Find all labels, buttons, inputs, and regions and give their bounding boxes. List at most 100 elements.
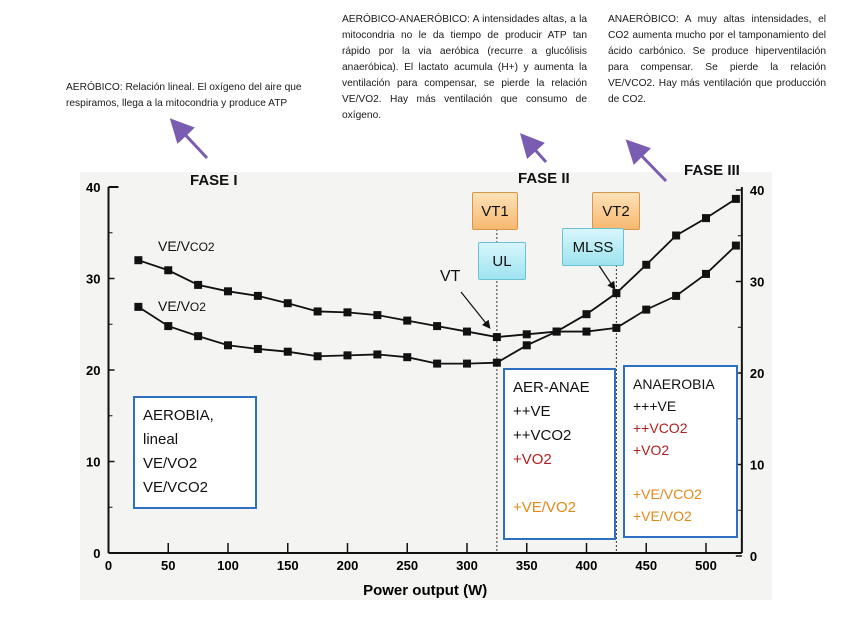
y-tick-label-right: 10 [750, 458, 764, 473]
aerobia-box: AEROBIA, lineal VE/VO2 VE/VCO2 [133, 396, 257, 509]
data-point [702, 269, 710, 278]
y-tick-label-right: 20 [750, 366, 764, 381]
data-point [134, 302, 143, 311]
x-tick-label: 50 [161, 558, 175, 573]
mlss-arrow [597, 263, 616, 290]
anaerobia-box: ANAEROBIA +++VE ++VCO2 +VO2 +VE/VCO2 +VE… [623, 365, 738, 538]
data-point [582, 327, 591, 336]
data-point [433, 322, 442, 331]
label-main: VE/V [158, 238, 190, 254]
data-point [612, 289, 621, 298]
label-main: VE/V [158, 298, 190, 314]
phase-3-label: FASE III [684, 162, 740, 179]
box-line: +VE/VO2 [513, 499, 576, 516]
x-tick-label: 150 [277, 558, 299, 573]
y-tick-label-right: 30 [750, 275, 764, 290]
box-line: ++VE [513, 403, 551, 420]
x-axis-label: Power output (W) [363, 582, 487, 599]
data-point [522, 341, 531, 350]
data-point [642, 305, 651, 314]
vt-label: VT [440, 268, 461, 285]
data-point [731, 241, 740, 250]
data-point [224, 287, 232, 296]
data-point [313, 352, 322, 361]
y-tick-label-left: 30 [86, 272, 100, 287]
data-point [373, 350, 382, 359]
data-point [253, 344, 262, 353]
data-point [164, 322, 173, 331]
data-point [492, 358, 501, 367]
data-point [522, 330, 531, 339]
y-tick-label-left: 20 [86, 363, 100, 378]
data-point [224, 341, 232, 350]
data-point [612, 323, 621, 332]
y-tick-label-left: 40 [86, 180, 100, 195]
data-point [702, 214, 710, 223]
x-tick-label: 100 [217, 558, 239, 573]
box-line: ++VCO2 [513, 427, 572, 444]
data-point [283, 347, 292, 356]
data-point [164, 266, 173, 275]
aer-anae-box: AER-ANAE ++VE ++VCO2 +VO2 +VE/VO2 [503, 368, 616, 540]
data-point [373, 311, 382, 320]
box-line: AEROBIA, [143, 407, 214, 424]
data-point [463, 359, 471, 368]
vt-arrow [460, 291, 491, 329]
series-label-vco2: VE/VCO2 [158, 238, 215, 254]
data-point [731, 194, 740, 203]
box-line: +VO2 [513, 451, 552, 468]
series-label-vo2: VE/VO2 [158, 298, 206, 314]
data-point [492, 333, 501, 342]
label-sub: O2 [189, 300, 206, 314]
purple-arrow [169, 118, 209, 160]
purple-arrow [625, 139, 668, 183]
box-line: VE/VO2 [143, 455, 198, 472]
data-point [283, 299, 292, 308]
box-title: AER-ANAE [513, 379, 590, 396]
note-anaerobic: ANAERÓBICO: A muy altas intensidades, el… [608, 14, 826, 105]
data-point [134, 256, 143, 265]
note-aerobic: AERÓBICO: Relación lineal. El oxígeno de… [66, 82, 302, 109]
data-point [433, 359, 442, 368]
data-point [582, 310, 591, 319]
box-line: +VE/VCO2 [633, 486, 702, 502]
data-point [672, 291, 681, 300]
x-tick-label: 500 [695, 558, 717, 573]
y-tick-label-right: 0 [750, 549, 757, 564]
purple-arrow [519, 133, 548, 164]
label-sub: CO2 [189, 240, 215, 254]
y-tick-label-right: 40 [750, 183, 764, 198]
x-tick-label: 350 [516, 558, 538, 573]
data-point [403, 316, 412, 325]
data-point [313, 307, 322, 316]
box-line: +VE/VO2 [633, 508, 692, 524]
phase-2-label: FASE II [518, 170, 570, 187]
data-point [253, 291, 262, 300]
data-point [403, 353, 412, 362]
vt1-marker: VT1 [472, 192, 518, 230]
data-point [343, 308, 352, 317]
x-tick-label: 250 [396, 558, 418, 573]
box-line: VE/VCO2 [143, 479, 209, 496]
series-line-vo2 [137, 198, 737, 365]
box-line: +++VE [633, 398, 677, 414]
data-point [194, 332, 203, 341]
y-tick-label-left: 0 [93, 546, 100, 561]
box-line: ++VCO2 [633, 420, 688, 436]
x-tick-label: 200 [337, 558, 359, 573]
vt2-marker: VT2 [592, 192, 640, 230]
note-aerobic-anaerobic: AERÓBICO-ANAERÓBICO: A intensidades alta… [342, 14, 587, 121]
ul-marker: UL [478, 242, 526, 280]
data-point [343, 351, 352, 360]
mlss-marker: MLSS [562, 228, 624, 266]
data-point [642, 260, 651, 269]
box-line: lineal [143, 431, 179, 448]
x-tick-label: 400 [576, 558, 598, 573]
data-point [672, 231, 681, 240]
x-tick-label: 0 [105, 558, 112, 573]
box-title: ANAEROBIA [633, 376, 715, 392]
data-point [463, 327, 471, 336]
y-tick-label-left: 10 [86, 455, 100, 470]
x-tick-label: 450 [635, 558, 657, 573]
